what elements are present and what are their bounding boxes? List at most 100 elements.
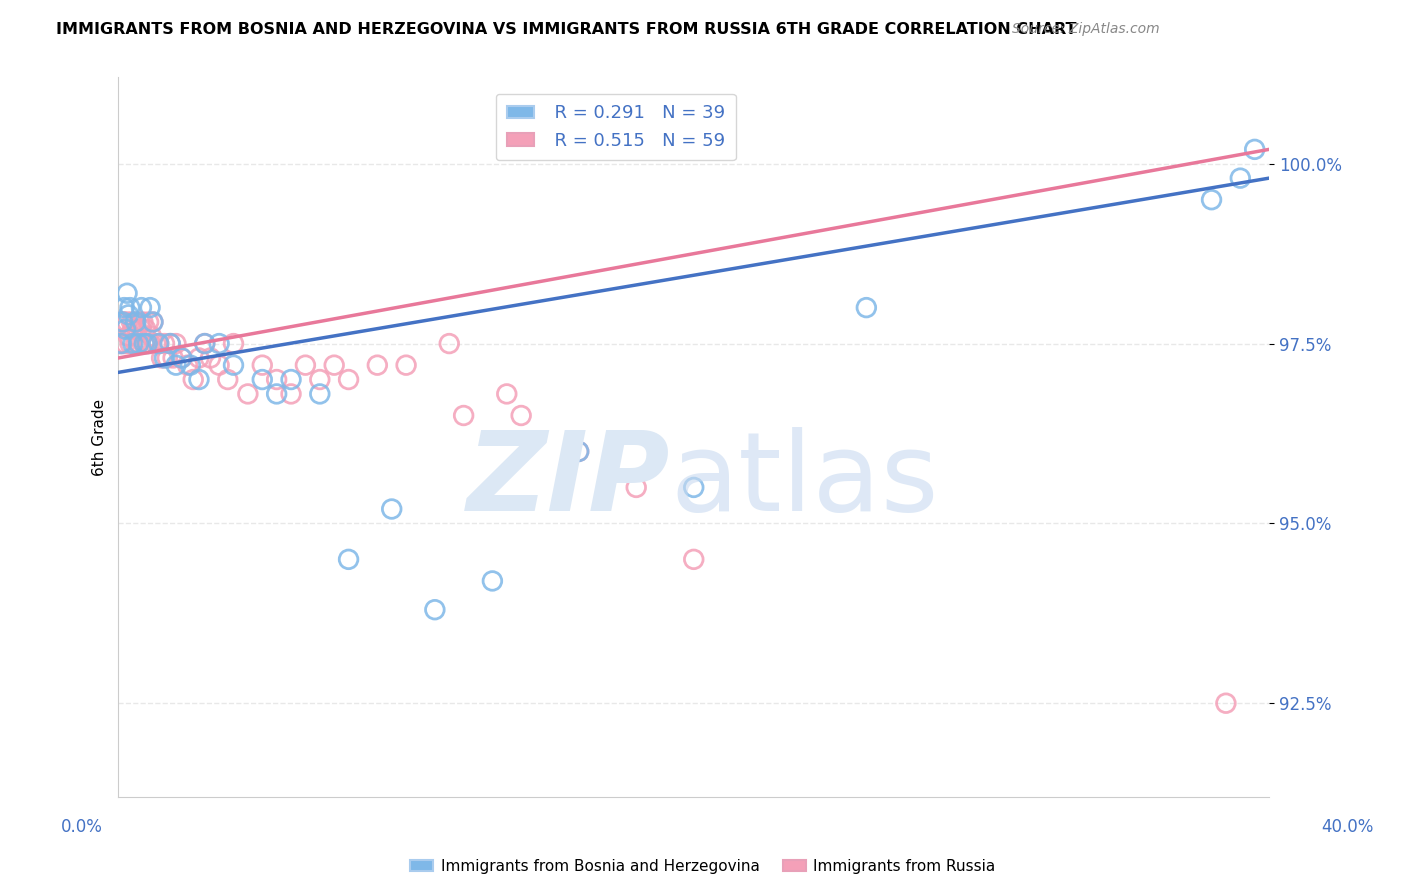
- Point: [120, 315, 142, 329]
- Point: [481, 574, 503, 588]
- Point: [139, 301, 162, 315]
- Point: [128, 336, 150, 351]
- Point: [127, 322, 149, 336]
- Point: [323, 358, 346, 372]
- Point: [626, 480, 648, 494]
- Point: [395, 358, 418, 372]
- Point: [142, 315, 165, 329]
- Point: [1215, 696, 1237, 710]
- Point: [855, 301, 877, 315]
- Point: [280, 372, 302, 386]
- Point: [108, 336, 131, 351]
- Point: [682, 552, 704, 566]
- Point: [148, 336, 170, 351]
- Point: [236, 387, 259, 401]
- Point: [134, 336, 156, 351]
- Point: [165, 336, 187, 351]
- Legend:   R = 0.291   N = 39,   R = 0.515   N = 59: R = 0.291 N = 39, R = 0.515 N = 59: [496, 94, 735, 161]
- Point: [121, 336, 143, 351]
- Text: ZIP: ZIP: [467, 426, 671, 533]
- Point: [366, 358, 388, 372]
- Point: [252, 372, 274, 386]
- Point: [156, 351, 179, 365]
- Point: [115, 315, 138, 329]
- Point: [162, 351, 184, 365]
- Point: [337, 552, 360, 566]
- Point: [118, 301, 141, 315]
- Point: [135, 322, 157, 336]
- Point: [159, 336, 181, 351]
- Point: [510, 409, 533, 423]
- Point: [208, 358, 231, 372]
- Point: [129, 315, 152, 329]
- Point: [181, 372, 204, 386]
- Point: [114, 322, 136, 336]
- Point: [308, 372, 330, 386]
- Point: [200, 351, 222, 365]
- Text: atlas: atlas: [671, 426, 939, 533]
- Point: [118, 336, 141, 351]
- Point: [568, 444, 591, 458]
- Point: [128, 336, 150, 351]
- Point: [170, 351, 193, 365]
- Point: [439, 336, 461, 351]
- Point: [112, 315, 135, 329]
- Point: [179, 358, 201, 372]
- Point: [170, 351, 193, 365]
- Point: [110, 336, 132, 351]
- Point: [337, 372, 360, 386]
- Point: [125, 315, 148, 329]
- Point: [141, 329, 163, 343]
- Point: [111, 336, 134, 351]
- Y-axis label: 6th Grade: 6th Grade: [93, 399, 107, 475]
- Point: [115, 286, 138, 301]
- Text: 0.0%: 0.0%: [60, 818, 103, 836]
- Point: [222, 358, 245, 372]
- Point: [222, 336, 245, 351]
- Point: [131, 301, 153, 315]
- Point: [188, 372, 211, 386]
- Point: [153, 336, 176, 351]
- Point: [294, 358, 316, 372]
- Point: [145, 336, 167, 351]
- Point: [112, 301, 135, 315]
- Point: [1229, 171, 1251, 186]
- Point: [208, 336, 231, 351]
- Point: [134, 336, 156, 351]
- Legend: Immigrants from Bosnia and Herzegovina, Immigrants from Russia: Immigrants from Bosnia and Herzegovina, …: [405, 853, 1001, 880]
- Point: [132, 315, 155, 329]
- Point: [114, 336, 136, 351]
- Point: [125, 336, 148, 351]
- Point: [117, 308, 139, 322]
- Point: [194, 336, 217, 351]
- Text: IMMIGRANTS FROM BOSNIA AND HERZEGOVINA VS IMMIGRANTS FROM RUSSIA 6TH GRADE CORRE: IMMIGRANTS FROM BOSNIA AND HERZEGOVINA V…: [56, 22, 1077, 37]
- Point: [266, 372, 288, 386]
- Point: [568, 444, 591, 458]
- Point: [150, 351, 173, 365]
- Point: [142, 315, 165, 329]
- Point: [1243, 142, 1265, 156]
- Point: [153, 351, 176, 365]
- Point: [495, 387, 517, 401]
- Point: [148, 336, 170, 351]
- Point: [121, 322, 143, 336]
- Point: [139, 336, 162, 351]
- Point: [308, 387, 330, 401]
- Point: [138, 315, 160, 329]
- Point: [117, 329, 139, 343]
- Point: [453, 409, 475, 423]
- Point: [423, 603, 446, 617]
- Point: [131, 322, 153, 336]
- Point: [110, 315, 132, 329]
- Point: [136, 336, 159, 351]
- Point: [111, 315, 134, 329]
- Point: [381, 502, 404, 516]
- Point: [682, 480, 704, 494]
- Point: [217, 372, 239, 386]
- Point: [1201, 193, 1223, 207]
- Point: [252, 358, 274, 372]
- Point: [280, 387, 302, 401]
- Point: [159, 336, 181, 351]
- Point: [136, 336, 159, 351]
- Point: [266, 387, 288, 401]
